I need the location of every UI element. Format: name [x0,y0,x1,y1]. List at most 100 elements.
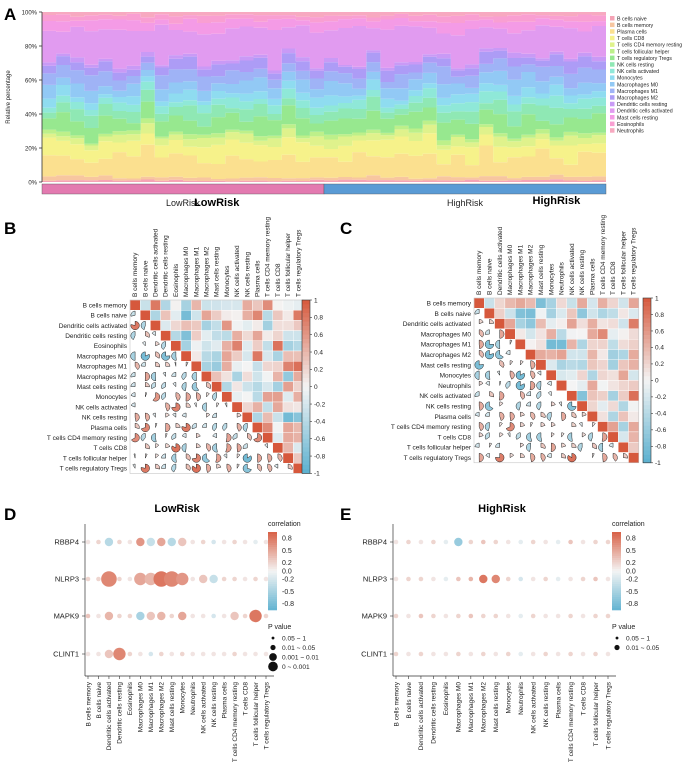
legend-colorbar-segment [612,599,621,602]
colorbar-segment [643,380,651,385]
matrix-cell [628,318,640,330]
legend-colorbar-segment [268,542,277,546]
legend-swatch [610,42,615,47]
dotplot-title: HighRisk [478,503,527,515]
matrix-cell [282,361,294,372]
dot-nlrp3 [406,576,411,582]
panel-letter-d: D [4,505,16,524]
matrix-cell [221,330,233,342]
matrix-cell [618,442,629,453]
legend-colorbar-segment [268,564,277,567]
row-label: T cells CD8 [94,445,128,452]
legend-colorbar-segment [268,603,277,606]
pie-wedge [212,443,218,453]
matrix-cell [576,369,588,381]
pie-wedge [165,443,171,449]
matrix-cell [628,442,640,453]
pie-wedge [536,432,543,442]
legend-colorbar-segment [268,581,277,585]
pie-wedge [133,453,136,459]
pie-wedge [175,392,181,402]
matrix-cell [272,401,284,413]
matrix-cell [535,359,547,371]
matrix-cell [190,310,202,321]
dot-clint1 [148,651,154,657]
matrix-cell [535,339,547,350]
legend-swatch [610,75,615,80]
dot-mapk9 [393,613,399,619]
matrix-cell [282,320,294,331]
matrix-cell [618,349,629,361]
column-label: Plasma cells [589,258,596,295]
matrix-cell [545,328,557,340]
pie-wedge [484,339,495,349]
row-label: B cells memory [83,302,128,309]
y-tick-label: 80% [25,45,38,51]
matrix-cell [587,339,598,350]
colorbar-tick-label: -0.8 [655,444,667,451]
legend-colorbar-segment [268,555,277,559]
colorbar-segment [643,454,651,459]
matrix-cell [587,380,598,391]
dot-nlrp3 [543,576,548,582]
pie-wedge [526,432,533,442]
dot-mapk9 [605,613,611,619]
colorbar-segment [302,339,310,344]
matrix-cell [180,340,192,352]
pie-wedge [145,453,148,459]
matrix-cell [201,432,212,444]
matrix-cell [515,308,526,319]
matrix-cell [556,308,567,319]
pie-wedge [561,442,566,448]
pie-wedge [206,392,210,398]
legend-label: T cells follicular helper [617,49,670,55]
cell-type-label: T cells follicular helper [253,681,260,746]
pie-wedge [145,443,150,450]
pie-wedge [257,453,262,463]
dot-rbbp4 [406,539,411,545]
pie-wedge [174,361,177,367]
pie-wedge [520,360,524,366]
matrix-cell [282,299,294,311]
dot-rbbp4 [253,539,258,545]
pie-wedge [236,463,240,470]
pie-wedge [509,360,514,366]
dot-rbbp4 [242,539,248,545]
colorbar-tick-label: 0.6 [655,328,664,335]
cell-type-label: Macrophages M2 [159,682,166,733]
dot-rbbp4 [555,539,561,545]
matrix-cell [201,310,212,321]
pie-wedge [145,412,150,422]
legend-colorbar-segment [268,579,277,583]
dot-clint1 [418,651,424,657]
dot-nlrp3 [518,576,524,582]
cell-type-label: Monocytes [180,681,187,713]
colorbar-segment [302,421,310,427]
dot-rbbp4 [593,539,598,545]
dot-clint1 [190,651,196,657]
matrix-cell [221,371,233,382]
matrix-cell [597,349,609,361]
pie-wedge [489,391,494,398]
column-label: T cells follicular helper [620,230,627,295]
pie-wedge [155,453,160,459]
pie-wedge [546,380,552,386]
colorbar-tick-label: 0.8 [314,315,323,322]
column-label: NK cells resting [244,251,251,297]
dot-nlrp3 [176,572,189,586]
row-label: Dendritic cells activated [403,321,472,328]
matrix-cell [190,330,202,342]
cell-type-label: T cells CD4 memory resting [568,682,575,762]
legend-colorbar-segment [612,597,621,600]
legend-pvalue-label: 0 ~ 0.001 [282,664,310,671]
dot-rbbp4 [480,539,486,545]
dot-nlrp3 [443,576,449,582]
pie-wedge [499,401,504,407]
matrix-cell [252,299,263,311]
legend-colorbar-segment [612,581,621,585]
dot-nlrp3 [468,576,474,582]
column-label: Plasma cells [255,260,262,297]
matrix-cell [597,390,609,402]
dot-clint1 [104,649,114,659]
pie-wedge [172,412,177,418]
